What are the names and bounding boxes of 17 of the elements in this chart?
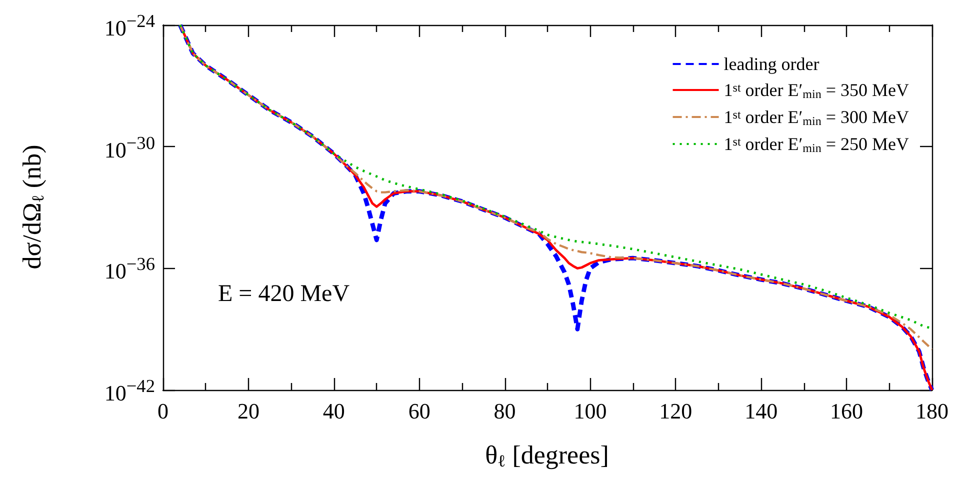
y-tick-label: 10$^{−42}$ [104, 376, 155, 406]
annotation: E = 420 MeV [218, 281, 350, 307]
y-tick-label: 10$^{−36}$ [104, 254, 155, 284]
x-tick-label: 0 [158, 398, 168, 424]
x-tick-label: 40 [322, 398, 345, 424]
x-tick-label: 100 [574, 398, 607, 424]
x-tick-label: 20 [237, 398, 260, 424]
x-tick-label: 180 [916, 398, 948, 424]
x-tick-label: 80 [494, 398, 516, 424]
x-tick-label: 140 [744, 398, 778, 424]
x-tick-label: 160 [830, 398, 864, 424]
x-tick-label: 120 [659, 398, 692, 424]
legend-label: leading order [724, 54, 820, 74]
y-tick-label: 10$^{−24}$ [104, 11, 155, 40]
x-tick-label: 60 [408, 398, 430, 424]
y-tick-label: 10$^{−30}$ [104, 132, 155, 162]
y-axis-title: dσ/dΩℓ (nb) [18, 144, 48, 270]
